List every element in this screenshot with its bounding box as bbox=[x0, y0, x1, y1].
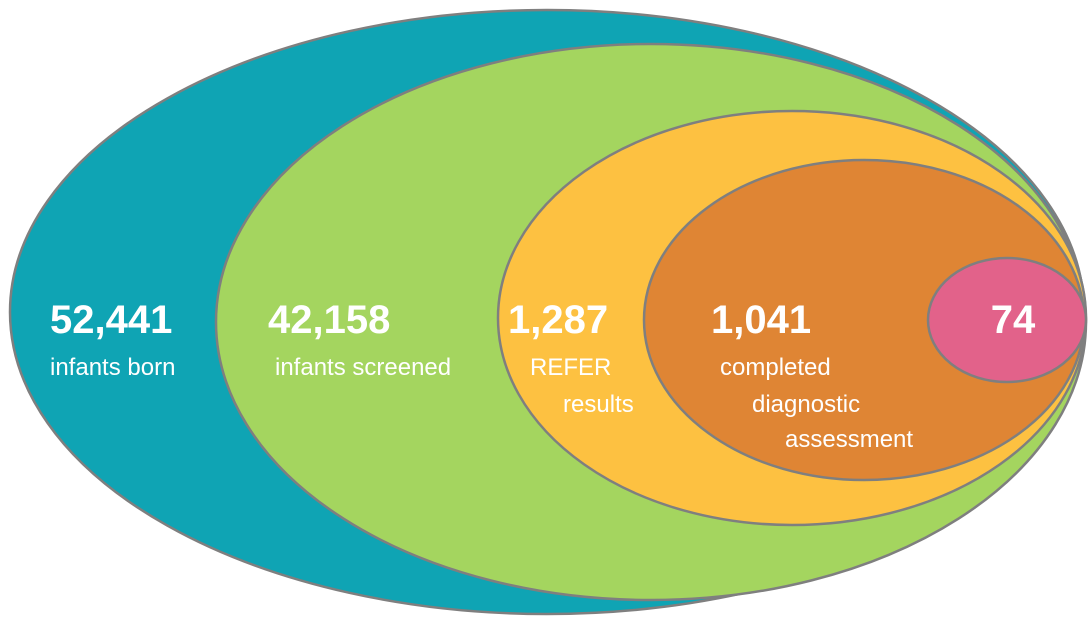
value: 52,441 bbox=[50, 298, 172, 342]
value: 42,158 bbox=[268, 298, 390, 342]
value: 1,287 bbox=[508, 298, 608, 342]
value: 1,041 bbox=[711, 298, 811, 342]
label: assessment bbox=[785, 426, 913, 453]
label: infants born bbox=[50, 354, 175, 381]
ellipse-final bbox=[926, 256, 1088, 384]
value: 74 bbox=[991, 298, 1036, 342]
label: results bbox=[563, 391, 634, 418]
label: completed bbox=[720, 354, 831, 381]
label: REFER bbox=[530, 354, 611, 381]
label: infants screened bbox=[275, 354, 451, 381]
label: diagnostic bbox=[752, 391, 860, 418]
